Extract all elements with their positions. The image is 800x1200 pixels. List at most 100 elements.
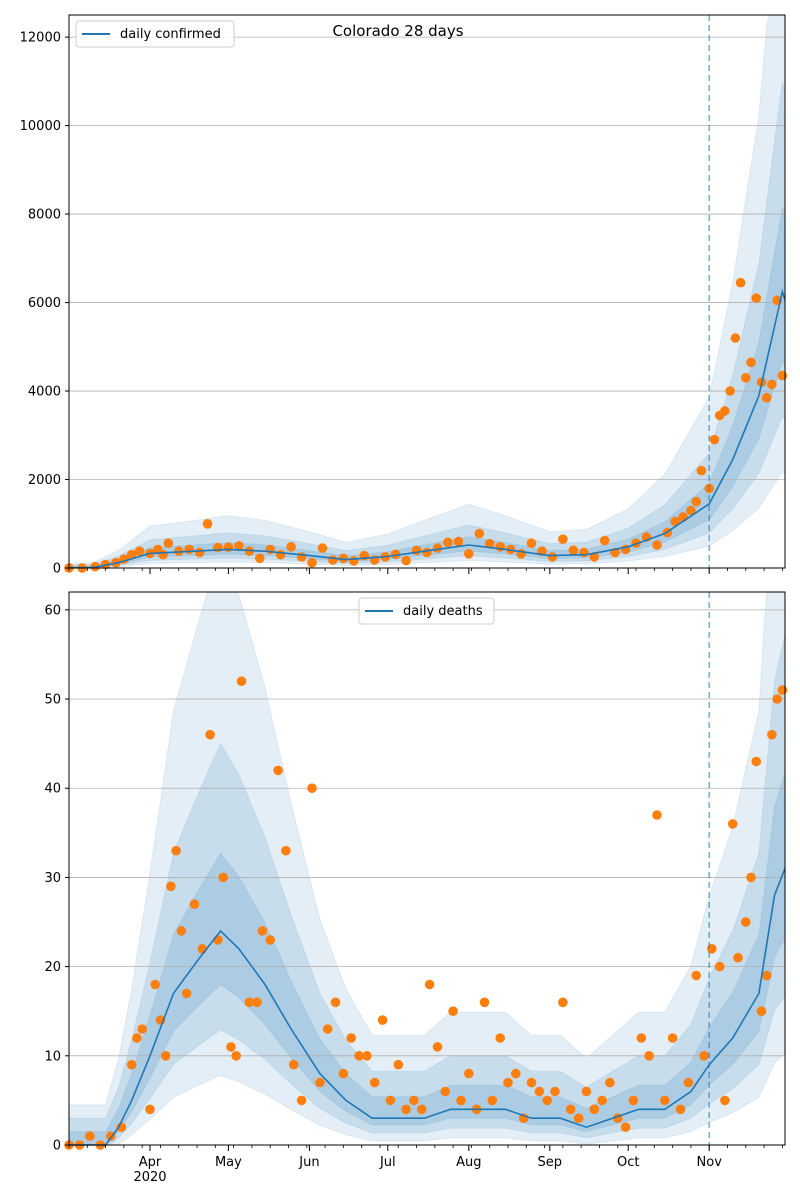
data-point — [338, 1068, 349, 1079]
data-point — [464, 549, 474, 559]
data-point — [652, 810, 662, 820]
data-point — [213, 542, 223, 553]
data-point — [730, 333, 741, 343]
y-tick-label: 2000 — [28, 473, 61, 488]
data-point — [599, 535, 610, 546]
x-tick-label: Sep — [538, 1155, 563, 1170]
y-tick-label: 0 — [53, 562, 61, 577]
data-point — [288, 1059, 299, 1070]
data-point — [158, 549, 168, 560]
data-point — [589, 1104, 599, 1115]
data-point — [322, 1024, 333, 1034]
data-point — [746, 357, 756, 368]
data-point — [346, 1033, 357, 1043]
data-point — [691, 970, 701, 981]
data-point — [307, 783, 317, 793]
data-point — [696, 465, 707, 476]
y-axis-ticks: 0 2000 4000 6000 8000 10000 12000 — [20, 31, 69, 577]
y-tick-label: 10 — [44, 1049, 61, 1064]
data-point — [252, 997, 262, 1008]
data-point — [579, 547, 589, 558]
data-point — [377, 1015, 388, 1025]
data-point — [275, 549, 286, 560]
data-point — [751, 756, 762, 767]
data-point — [194, 547, 205, 558]
data-point — [328, 555, 338, 565]
data-point — [163, 538, 174, 548]
data-point — [257, 926, 268, 936]
data-point — [432, 1042, 443, 1052]
legend: daily deaths — [358, 597, 495, 625]
data-point — [132, 1033, 142, 1043]
y-axis-ticks: 0 10 20 30 40 50 60 — [44, 603, 69, 1154]
data-point — [385, 1095, 396, 1106]
data-point — [134, 546, 145, 556]
data-point — [727, 819, 738, 829]
data-point — [479, 997, 490, 1008]
x-tick-label: Nov — [697, 1155, 723, 1170]
data-point — [369, 1077, 380, 1088]
data-point — [573, 1113, 584, 1123]
data-point — [417, 1104, 427, 1115]
data-point — [503, 1077, 513, 1088]
data-point — [181, 988, 192, 999]
data-point — [231, 1051, 241, 1061]
data-point — [218, 872, 228, 883]
data-point — [126, 549, 137, 560]
data-point — [746, 872, 756, 883]
data-point — [772, 694, 782, 704]
x-tick-sublabel: 2020 — [133, 1170, 166, 1185]
data-point — [349, 556, 359, 566]
data-point — [534, 1086, 545, 1097]
data-point — [176, 926, 187, 936]
y-tick-label: 6000 — [28, 296, 61, 311]
data-point — [686, 505, 696, 516]
plot-frame — [68, 591, 786, 1146]
data-point — [456, 1095, 466, 1106]
data-point — [411, 545, 422, 556]
data-point — [422, 547, 432, 558]
data-point — [236, 676, 247, 686]
data-point — [568, 545, 579, 556]
data-point — [362, 1051, 372, 1061]
data-point — [440, 1086, 451, 1097]
data-point — [424, 979, 435, 990]
data-point — [401, 555, 411, 566]
data-point — [315, 1077, 325, 1088]
data-point — [317, 543, 328, 553]
data-point — [558, 534, 568, 544]
x-tick-label: Apr — [139, 1155, 162, 1170]
data-point — [628, 1095, 639, 1106]
y-tick-label: 0 — [53, 1139, 61, 1154]
data-point — [354, 1051, 364, 1061]
data-point — [526, 538, 537, 548]
data-point — [761, 392, 772, 403]
x-tick-label: Oct — [617, 1155, 639, 1170]
data-point — [330, 997, 341, 1008]
x-tick-label: Jun — [298, 1155, 319, 1170]
y-tick-label: 40 — [44, 782, 61, 797]
data-point — [550, 1086, 560, 1097]
x-tick-label: Jul — [379, 1155, 396, 1170]
data-point — [699, 1051, 709, 1061]
data-point — [511, 1068, 521, 1079]
data-point — [707, 944, 717, 954]
data-point — [558, 997, 568, 1008]
data-point — [620, 1122, 631, 1132]
confirmed-chart: 0 2000 4000 6000 8000 10000 12000 Colorado 28 … — [20, 14, 788, 577]
data-point — [605, 1077, 615, 1088]
data-point — [273, 765, 283, 776]
y-tick-label: 8000 — [28, 208, 61, 223]
data-point — [401, 1104, 411, 1115]
data-point — [636, 1033, 647, 1043]
data-point — [547, 552, 558, 562]
data-point — [296, 1095, 307, 1106]
y-tick-label: 20 — [44, 960, 61, 975]
data-point — [160, 1051, 171, 1061]
data-point — [767, 729, 777, 740]
x-tick-label: Aug — [456, 1155, 481, 1170]
y-tick-label: 12000 — [20, 31, 61, 46]
data-point — [390, 549, 401, 560]
data-point — [667, 1033, 678, 1043]
